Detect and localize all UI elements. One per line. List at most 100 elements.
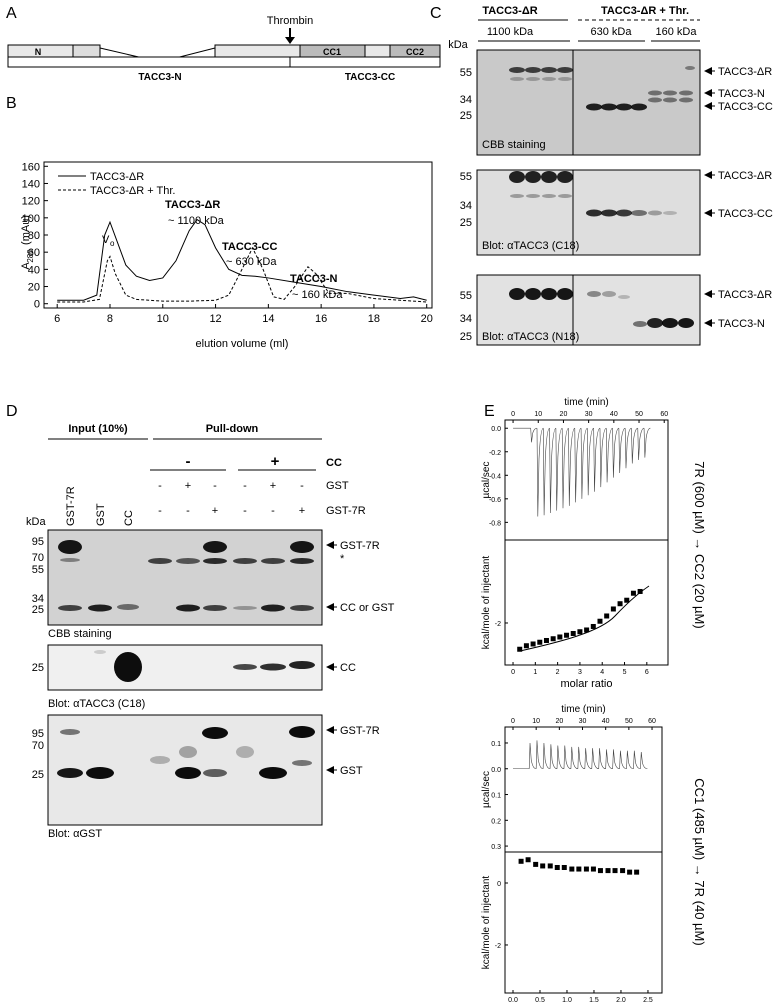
band bbox=[290, 605, 314, 611]
blot-caption: Blot: αGST bbox=[48, 828, 102, 840]
injection-peak bbox=[599, 427, 607, 488]
x-tick-label: 50 bbox=[625, 718, 633, 725]
domain-label: CC2 bbox=[406, 47, 424, 57]
band bbox=[558, 77, 572, 81]
band bbox=[60, 558, 80, 562]
y-tick-label: 0 bbox=[34, 299, 40, 311]
injection-peak bbox=[587, 427, 594, 496]
band bbox=[526, 77, 540, 81]
x-tick-label: 60 bbox=[648, 718, 656, 725]
y-tick-label: 0.3 bbox=[491, 844, 501, 851]
row-label: CC bbox=[326, 457, 342, 469]
data-point bbox=[570, 630, 576, 636]
injection-peak bbox=[591, 748, 599, 770]
domain-label: CC1 bbox=[323, 47, 341, 57]
injection-peak bbox=[568, 427, 575, 506]
marker-label: 55 bbox=[460, 171, 472, 183]
data-point bbox=[540, 863, 546, 869]
data-point bbox=[627, 869, 633, 875]
domain-label: N bbox=[35, 47, 42, 57]
y-tick-label: -0.2 bbox=[489, 450, 501, 457]
data-point bbox=[564, 632, 570, 638]
band bbox=[203, 558, 227, 564]
band bbox=[236, 746, 254, 758]
y-tick-label: 120 bbox=[22, 196, 40, 208]
x-tick-label: 1 bbox=[533, 669, 537, 676]
x-tick-label: 3 bbox=[578, 669, 582, 676]
blot-caption: CBB staining bbox=[482, 139, 546, 151]
injection-peak bbox=[640, 751, 648, 770]
x-tick-label: 4 bbox=[600, 669, 604, 676]
kda-label: kDa bbox=[26, 516, 46, 528]
band bbox=[618, 295, 630, 299]
data-point bbox=[584, 627, 590, 633]
plot-frame bbox=[504, 539, 669, 666]
marker-label: 34 bbox=[460, 313, 472, 325]
x-tick-label: 10 bbox=[534, 411, 542, 418]
y-tick-label: -0.6 bbox=[489, 497, 501, 504]
lane-label: CC bbox=[123, 510, 135, 526]
band bbox=[86, 767, 114, 779]
band-label: TACC3-N bbox=[718, 318, 765, 330]
band bbox=[557, 67, 573, 73]
fraction-label: 1100 kDa bbox=[487, 26, 534, 38]
band bbox=[557, 171, 573, 183]
band bbox=[586, 103, 602, 111]
domain-diagram bbox=[7, 28, 441, 68]
row-sign: - bbox=[271, 505, 275, 517]
data-point bbox=[637, 588, 643, 594]
band-arrow bbox=[326, 663, 334, 671]
data-point bbox=[610, 606, 616, 612]
band bbox=[292, 760, 312, 766]
band bbox=[175, 767, 201, 779]
plot-frame bbox=[504, 726, 663, 853]
group-label: Input (10%) bbox=[68, 423, 128, 435]
row-sign: + bbox=[212, 505, 218, 517]
data-point bbox=[543, 637, 549, 643]
x-tick-label: 6 bbox=[54, 313, 60, 325]
blot-image bbox=[476, 274, 701, 346]
marker-label: 34 bbox=[32, 593, 44, 605]
band bbox=[648, 90, 662, 96]
blot-image bbox=[476, 169, 701, 256]
band bbox=[57, 768, 83, 778]
x-axis-label: molar ratio bbox=[561, 678, 613, 690]
y-tick-label: 80 bbox=[28, 230, 40, 242]
band bbox=[542, 194, 556, 198]
band-label: TACC3-ΔR bbox=[718, 66, 772, 78]
data-point bbox=[590, 866, 596, 872]
band-arrow bbox=[326, 541, 334, 549]
group-label: TACC3-ΔR + Thr. bbox=[601, 5, 689, 17]
band bbox=[58, 540, 82, 554]
injection-peak bbox=[536, 427, 544, 517]
row-sign: - bbox=[158, 505, 162, 517]
marker-label: 25 bbox=[32, 769, 44, 781]
band-arrow bbox=[704, 209, 712, 217]
marker-label: 55 bbox=[32, 564, 44, 576]
data-point bbox=[617, 601, 623, 607]
y-tick-label: 0.1 bbox=[491, 793, 501, 800]
y-tick-label: 20 bbox=[28, 282, 40, 294]
injection-peak bbox=[593, 427, 601, 492]
band-label: GST-7R bbox=[340, 725, 380, 737]
injection-peak bbox=[580, 427, 588, 499]
band bbox=[679, 97, 693, 103]
band bbox=[509, 67, 525, 73]
x-tick-label: 40 bbox=[610, 411, 618, 418]
blot-image bbox=[47, 529, 323, 626]
x-tick-label: 2.5 bbox=[643, 997, 653, 1004]
injection-peak bbox=[549, 744, 558, 770]
band bbox=[510, 77, 524, 81]
x-tick-label: 12 bbox=[209, 313, 221, 325]
band bbox=[289, 661, 315, 669]
x-tick-label: 14 bbox=[262, 313, 274, 325]
band bbox=[509, 171, 525, 183]
x-tick-label: 10 bbox=[532, 718, 540, 725]
band bbox=[541, 67, 557, 73]
band bbox=[261, 604, 285, 612]
band bbox=[616, 209, 632, 217]
data-point bbox=[554, 864, 560, 870]
blot-image bbox=[476, 49, 701, 156]
x-tick-label: 0.0 bbox=[508, 997, 518, 1004]
y-axis-label-sub: 280 bbox=[26, 249, 35, 263]
